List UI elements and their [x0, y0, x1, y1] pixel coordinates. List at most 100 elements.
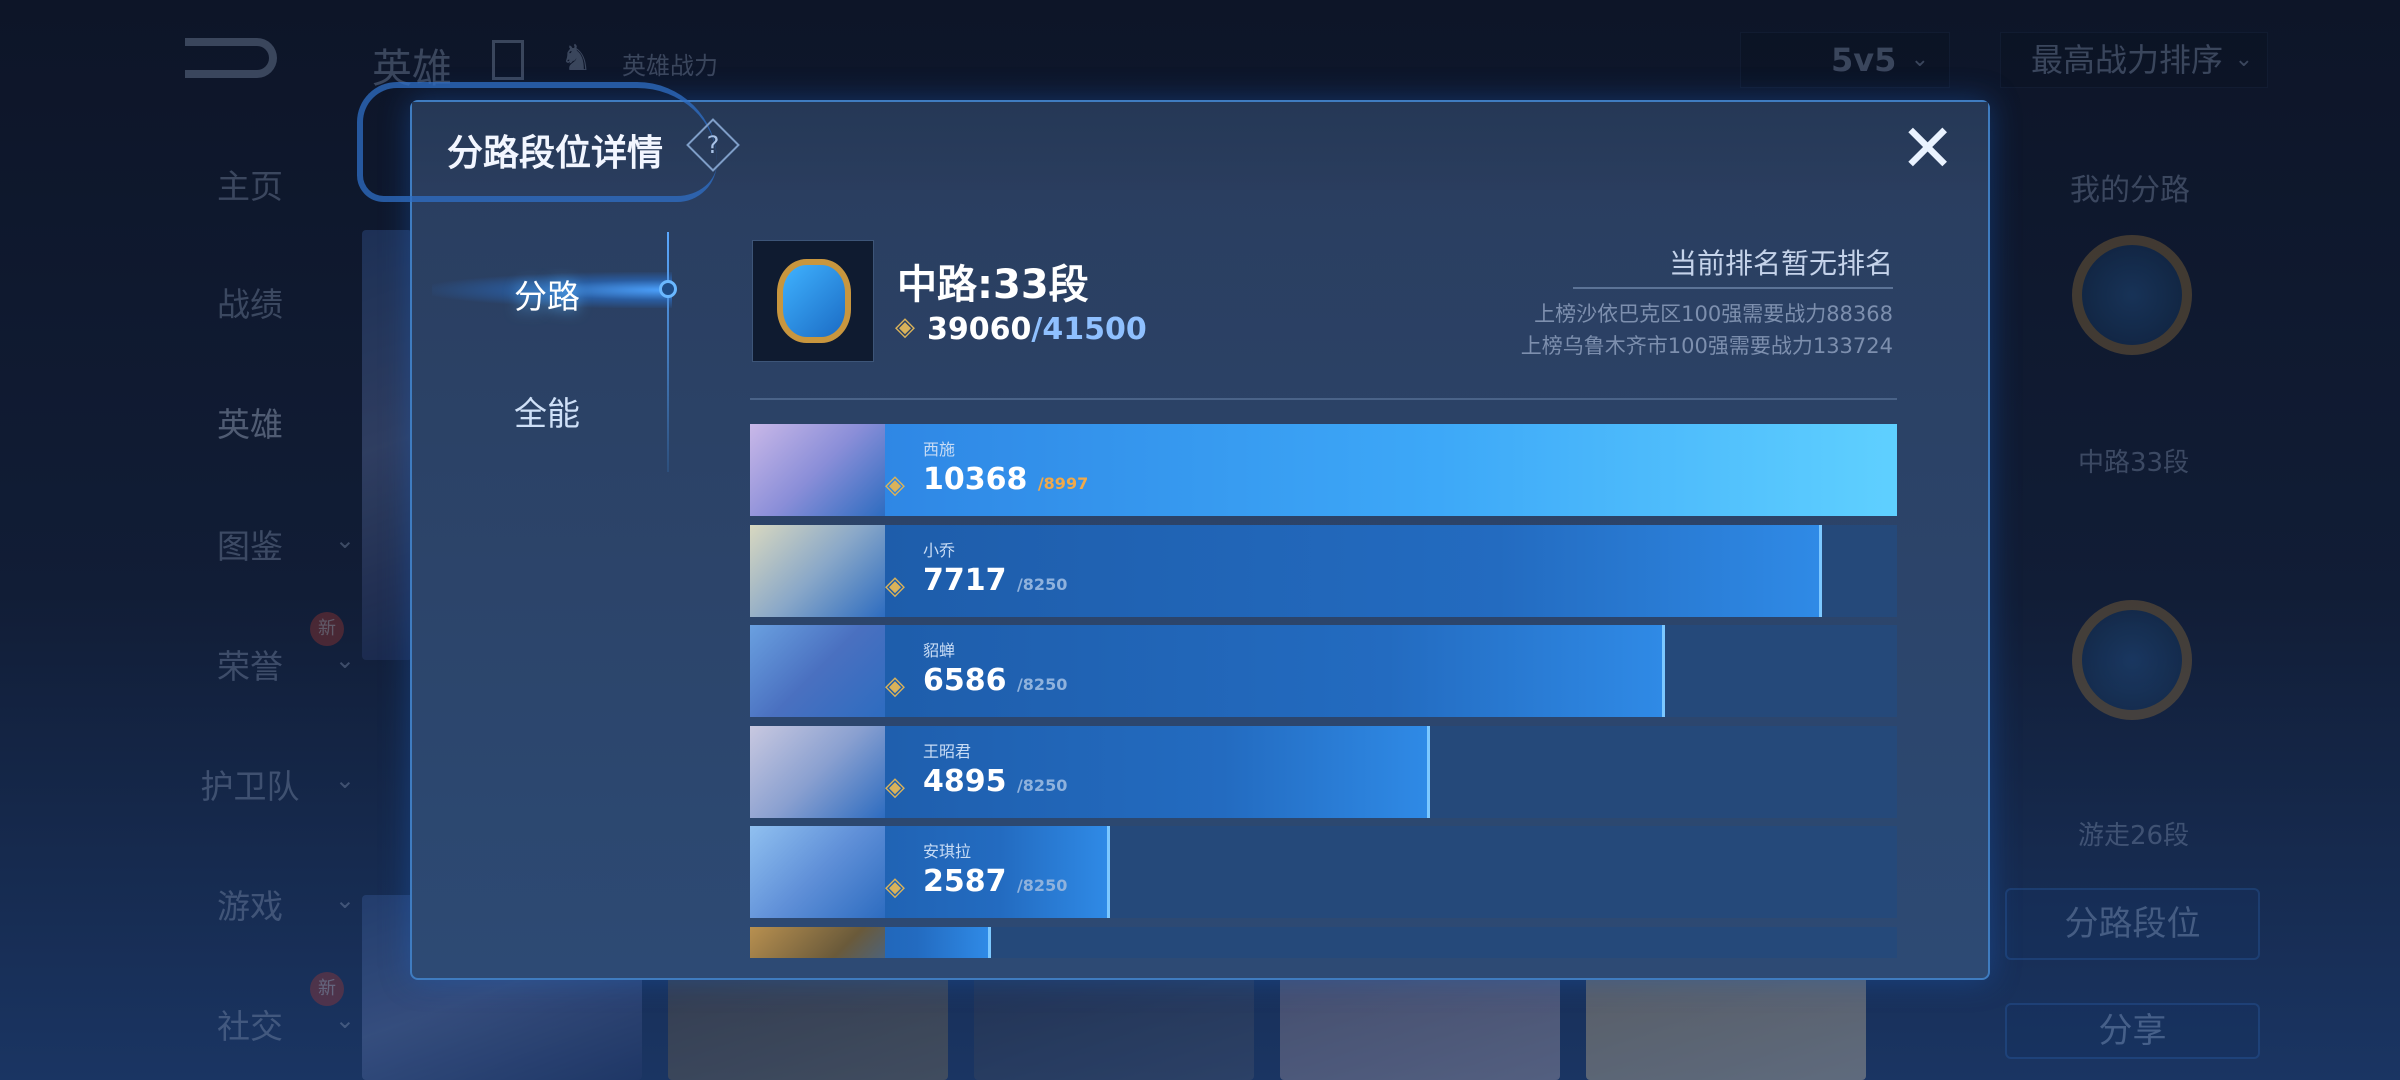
hero-row[interactable]: 安琪拉 ◈ 2587 /8250 — [750, 826, 1897, 918]
tab-indicator — [659, 280, 677, 298]
sidebar-item-label: 主页 — [217, 167, 283, 206]
chevron-down-icon: ⌄ — [334, 646, 355, 674]
power-max: /8250 — [1016, 675, 1068, 694]
sidebar-item[interactable]: 护卫队 ⌄ — [150, 760, 356, 808]
hero-power-list[interactable]: 西施 ◈ 10368 /8997 小乔 ◈ 7717 /8250 貂蝉 ◈ 65… — [750, 424, 1897, 958]
tab-glow — [432, 272, 672, 308]
mode-value: 5v5 — [1831, 41, 1897, 79]
power-value: 2587 — [923, 864, 1007, 899]
sort-select[interactable]: 最高战力排序 ⌄ — [2000, 32, 2268, 88]
district-requirement: 上榜沙依巴克区100强需要战力88368 — [1534, 302, 1893, 326]
support-lane-badge-icon — [2072, 600, 2192, 720]
hero-name: 西施 — [923, 440, 956, 459]
hero-portrait — [750, 524, 885, 617]
sidebar-item-label: 游戏 — [217, 887, 283, 926]
hero-row[interactable]: 西施 ◈ 10368 /8997 — [750, 424, 1897, 516]
chevron-down-icon: ⌄ — [334, 526, 355, 554]
power-value: 4895 — [923, 763, 1007, 799]
lane-title: 中路:33段 — [897, 262, 1089, 308]
hero-power: 4895 /8250 — [923, 764, 1067, 799]
hero-portrait — [750, 725, 885, 818]
hero-row[interactable]: 小乔 ◈ 7717 /8250 — [750, 524, 1897, 617]
tab-all-round[interactable]: 全能 — [514, 394, 580, 433]
mid-lane-badge-icon — [2072, 235, 2192, 355]
my-lanes-title: 我的分路 — [2070, 173, 2190, 208]
hero-name: 貂蝉 — [923, 641, 956, 660]
chevron-down-icon: ⌄ — [334, 766, 355, 794]
hero-row[interactable]: 王昭君 ◈ 4895 /8250 — [750, 725, 1897, 818]
progress-fill — [750, 625, 1666, 717]
hero-power-link[interactable]: 英雄战力 — [622, 52, 718, 80]
power-icon: ◈ — [885, 671, 905, 701]
dialog-title: 分路段位详情 — [447, 133, 664, 174]
mode-select[interactable]: 5v5 ⌄ — [1740, 32, 1950, 88]
power-value: 6586 — [923, 663, 1007, 698]
power-icon: ◈ — [885, 872, 905, 902]
sidebar-item-label: 英雄 — [217, 405, 283, 444]
sidebar-item[interactable]: 图鉴 ⌄ — [150, 520, 355, 568]
hero-power: 7717 /8250 — [923, 563, 1067, 598]
lane-rank-dialog: 分路段位详情 ? ✕ 分路 全能 中路:33段 ◈ 39060/41500 当前排… — [357, 82, 1990, 980]
hero-portrait — [750, 625, 885, 717]
hero-name: 安琪拉 — [923, 842, 972, 861]
list-icon[interactable] — [492, 40, 524, 80]
progress-fill — [750, 524, 1823, 617]
score-value: 39060 — [927, 312, 1032, 347]
sidebar-item-label: 图鉴 — [217, 527, 283, 566]
tab-lane[interactable]: 分路 — [514, 277, 580, 316]
power-value: 7717 — [923, 562, 1007, 598]
hero-name: 小乔 — [923, 540, 956, 560]
hero-row[interactable]: 貂蝉 ◈ 6586 /8250 — [750, 625, 1897, 717]
hero-power: 2587 /8250 — [923, 864, 1067, 899]
hero-portrait — [750, 826, 885, 918]
hero-power: 6586 /8250 — [923, 663, 1067, 698]
sidebar-item-label: 荣誉 — [217, 647, 283, 686]
rank-status: 当前排名暂无排名 — [1668, 247, 1893, 280]
hero-portrait — [750, 926, 885, 958]
hero-portrait — [750, 424, 885, 516]
chevron-down-icon: ⌄ — [334, 886, 355, 914]
tab-rail — [667, 232, 669, 472]
sidebar-item-label: 护卫队 — [200, 767, 300, 806]
city-requirement: 上榜乌鲁木齐市100强需要战力133724 — [1520, 334, 1893, 358]
sidebar-item[interactable]: 社交 ⌄ — [150, 1000, 355, 1048]
chevron-down-icon: ⌄ — [334, 1006, 355, 1034]
hero-power-icon[interactable]: ♞ — [560, 38, 593, 79]
sidebar-item[interactable]: 战绩 — [150, 278, 350, 326]
chevron-down-icon: ⌄ — [1910, 47, 1929, 72]
lane-rank-button[interactable]: 分路段位 — [2005, 888, 2260, 960]
progress-fill — [750, 424, 1897, 516]
sort-value: 最高战力排序 — [2031, 41, 2224, 79]
power-max: /8250 — [1016, 876, 1068, 895]
swirl-decoration — [357, 82, 717, 202]
lane-badge — [752, 240, 874, 362]
sidebar-item-label: 社交 — [217, 1007, 283, 1046]
divider — [750, 398, 1897, 400]
share-button[interactable]: 分享 — [2005, 1003, 2260, 1059]
sidebar-item[interactable]: 主页 — [150, 160, 350, 208]
hero-card[interactable] — [362, 230, 412, 660]
power-max: /8997 — [1037, 474, 1089, 493]
chevron-down-icon: ⌄ — [2234, 47, 2253, 72]
lane-label: 游走26段 — [2078, 821, 2190, 851]
power-icon: ◈ — [885, 470, 905, 500]
hero-power: 10368 /8997 — [923, 462, 1088, 497]
power-icon: ◈ — [885, 570, 905, 601]
hero-row[interactable] — [750, 926, 1897, 958]
sidebar-item[interactable]: 英雄 — [150, 398, 350, 446]
power-max: /8250 — [1016, 574, 1068, 594]
power-max: /8250 — [1016, 775, 1068, 795]
power-value: 10368 — [923, 462, 1028, 497]
lane-label: 中路33段 — [2078, 448, 2190, 478]
power-icon: ◈ — [895, 312, 915, 342]
new-badge: 新 — [310, 612, 344, 646]
sidebar-item[interactable]: 荣誉 ⌄ — [150, 640, 355, 688]
sidebar-item[interactable]: 游戏 ⌄ — [150, 880, 355, 928]
mid-lane-medal-icon — [777, 259, 851, 343]
power-icon: ◈ — [885, 771, 905, 802]
score-target: /41500 — [1031, 312, 1147, 347]
back-button[interactable] — [185, 38, 277, 78]
close-icon[interactable]: ✕ — [1900, 110, 1956, 187]
rank-divider — [1573, 287, 1893, 289]
lane-score: ◈ 39060/41500 — [895, 312, 1147, 347]
